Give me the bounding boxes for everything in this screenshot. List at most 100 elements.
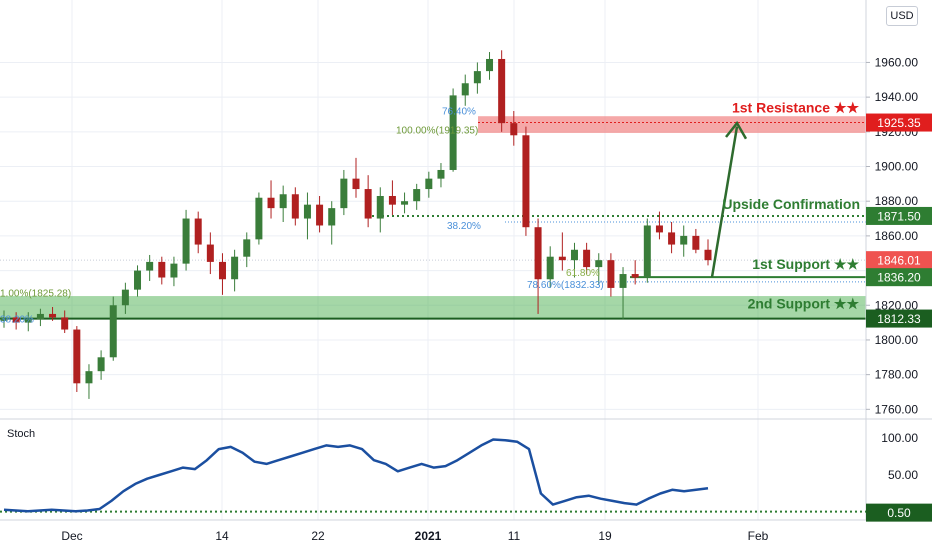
support-1-label: 1st Support ★★	[752, 256, 859, 272]
target-arrow-shaft	[710, 126, 739, 278]
currency-button[interactable]: USD	[886, 6, 918, 26]
candle-body	[267, 197, 275, 209]
candle-body	[12, 317, 20, 323]
candle-body	[425, 178, 433, 190]
price-tick-label: 1880.00	[875, 194, 919, 208]
upside-confirmation-price-box	[866, 206, 932, 225]
time-tick-label: Dec	[61, 529, 82, 543]
fib-label-left: 1.00%(1825.28)	[0, 289, 71, 300]
candle-body	[97, 357, 105, 372]
candle-body	[109, 305, 117, 358]
candle-body	[558, 256, 566, 261]
candle-body	[510, 123, 518, 136]
candle-body	[85, 371, 93, 384]
candle-body	[643, 225, 651, 278]
candle-body	[401, 201, 409, 205]
candle-body	[376, 195, 384, 219]
candle-body	[522, 135, 530, 228]
candle-body	[303, 204, 311, 219]
upside-confirmation-price-value: 1871.50	[877, 209, 921, 223]
candle-body	[243, 239, 251, 257]
candle-body	[36, 313, 44, 320]
candle-body	[449, 95, 457, 170]
candle-body	[619, 274, 627, 288]
support-2-zone	[0, 296, 866, 319]
candle-body	[158, 261, 166, 278]
candle-body	[255, 197, 263, 240]
candle-body	[73, 329, 81, 384]
candle-body	[486, 58, 494, 72]
candle-body	[279, 194, 287, 209]
candle-body	[704, 249, 712, 261]
price-tick-label: 1960.00	[875, 55, 919, 69]
candle-body	[61, 317, 69, 330]
candle-body	[328, 208, 336, 226]
candle-body	[170, 263, 178, 278]
support-2-price-box	[866, 309, 932, 328]
current-price-box	[866, 251, 932, 270]
stoch-line	[3, 438, 709, 513]
candle-body	[352, 178, 360, 190]
price-tick-label: 1900.00	[875, 160, 919, 174]
time-tick-label: 14	[215, 529, 229, 543]
candle-body	[498, 58, 506, 124]
stoch-tick-label: 50.00	[888, 468, 918, 482]
fib-label-618: 61.80%	[566, 268, 600, 279]
support-1-price-value: 1836.20	[877, 271, 921, 285]
stoch-label: Stoch	[7, 428, 36, 440]
candle-body	[473, 71, 481, 84]
resistance-1-price-box	[866, 113, 932, 132]
fib-label-left2: 38.20%	[0, 315, 34, 326]
candle-body	[206, 244, 214, 262]
time-tick-label: 2021	[415, 529, 442, 543]
candle-body	[182, 218, 190, 264]
candle-body	[364, 189, 372, 219]
candle-body	[570, 249, 578, 261]
price-tick-label: 1820.00	[875, 298, 919, 312]
candle-body	[595, 260, 603, 268]
candle-body	[631, 274, 639, 278]
time-tick-label: 22	[311, 529, 325, 543]
candle-body	[655, 225, 663, 233]
time-tick-label: 19	[598, 529, 612, 543]
candle-body	[49, 313, 57, 318]
fib-label-100: 100.00%(1919.35)	[396, 126, 478, 137]
resistance-1-zone	[478, 116, 866, 133]
candle-body	[668, 232, 676, 245]
support-2-price-value: 1812.33	[877, 312, 921, 326]
candle-body	[340, 178, 348, 209]
candle-body	[437, 169, 445, 179]
price-tick-label: 1800.00	[875, 333, 919, 347]
candle-body	[194, 218, 202, 245]
candle-body	[316, 204, 324, 226]
resistance-1-label: 1st Resistance ★★	[732, 100, 859, 116]
candle-body	[583, 249, 591, 268]
candle-body	[134, 270, 142, 290]
price-tick-label: 1780.00	[875, 368, 919, 382]
candle-body	[24, 319, 32, 323]
target-arrow-head	[725, 120, 748, 140]
candle-body	[534, 227, 542, 280]
stoch-tick-label: 100.00	[881, 431, 918, 445]
price-tick-label: 1860.00	[875, 229, 919, 243]
candle-body	[291, 194, 299, 219]
candle-body	[218, 261, 226, 280]
candle-body	[0, 317, 8, 321]
price-tick-label: 1940.00	[875, 90, 919, 104]
price-tick-label: 1760.00	[875, 402, 919, 416]
candle-body	[413, 189, 421, 202]
candle-body	[607, 260, 615, 288]
support-1-price-box	[866, 268, 932, 287]
fib-label-382: 38.20%	[447, 221, 481, 232]
stoch-last-box	[866, 503, 932, 522]
candle-body	[388, 195, 396, 205]
current-price-value: 1846.01	[877, 254, 921, 268]
candle-body	[692, 235, 700, 250]
time-tick-label: 11	[508, 529, 521, 543]
fib-label-786: 78.60%(1832.33)	[527, 280, 604, 291]
stoch-last-value: 0.50	[887, 506, 911, 520]
support-2-label: 2nd Support ★★	[748, 296, 860, 312]
candle-body	[231, 256, 239, 280]
